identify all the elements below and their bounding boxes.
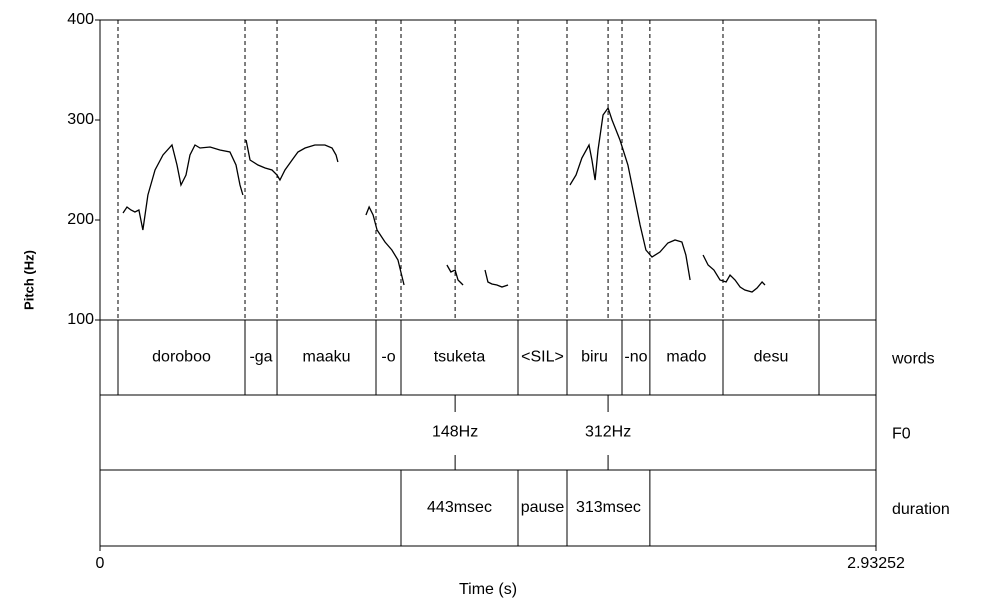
y-tick-label: 400 bbox=[67, 11, 94, 28]
pitch-contour bbox=[122, 106, 766, 293]
tier-label: doroboo bbox=[152, 349, 211, 366]
tier-label: pause bbox=[521, 499, 565, 516]
tier-label: <SIL> bbox=[521, 349, 564, 366]
y-tick-label: 200 bbox=[67, 211, 94, 228]
y-axis-label: Pitch (Hz) bbox=[21, 250, 36, 310]
tier-name: duration bbox=[892, 501, 950, 518]
tier-label: 313msec bbox=[576, 499, 641, 516]
tier-name: F0 bbox=[892, 426, 911, 443]
tier-label: mado bbox=[666, 349, 706, 366]
tier-name: words bbox=[891, 351, 935, 368]
tier-label: 443msec bbox=[427, 499, 492, 516]
y-tick-label: 300 bbox=[67, 111, 94, 128]
tier-label: biru bbox=[581, 349, 608, 366]
x-tick-label: 0 bbox=[96, 555, 105, 572]
x-tick-label: 2.93252 bbox=[847, 555, 905, 572]
tier-label: 312Hz bbox=[585, 424, 631, 441]
frame bbox=[99, 19, 877, 547]
tier-label: 148Hz bbox=[432, 424, 478, 441]
tier-label: tsuketa bbox=[434, 349, 486, 366]
y-tick-label: 100 bbox=[67, 311, 94, 328]
tier-label: -no bbox=[624, 349, 647, 366]
tier-label: maaku bbox=[302, 349, 350, 366]
tier-label: -o bbox=[381, 349, 395, 366]
x-axis-label: Time (s) bbox=[459, 581, 517, 598]
tier-label: desu bbox=[754, 349, 789, 366]
tier-label: -ga bbox=[249, 349, 272, 366]
